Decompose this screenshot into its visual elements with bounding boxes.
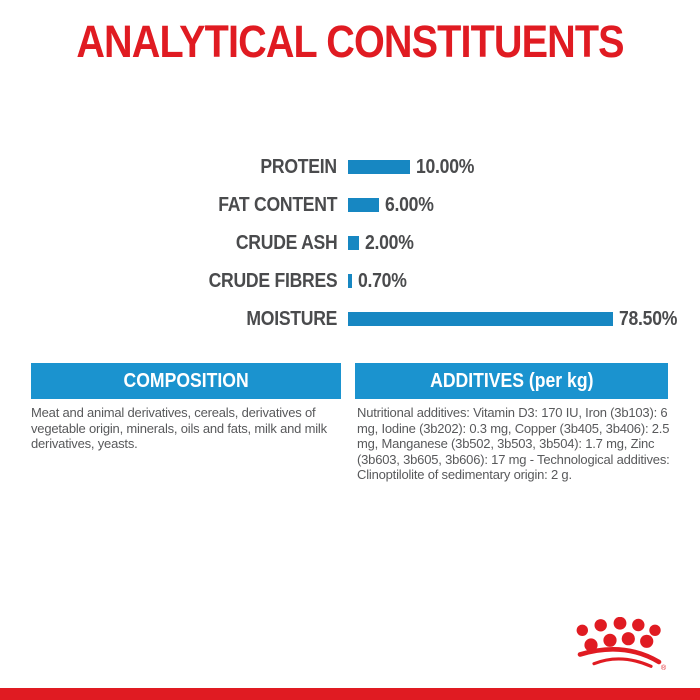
analytical-constituents-chart: PROTEIN 10.00% FAT CONTENT 6.00% CRUDE ASH 2.… [0,148,700,338]
chart-bar [348,312,613,326]
chart-bar [348,236,359,250]
composition-body-text: Meat and animal derivatives, cereals, de… [31,405,327,451]
chart-value-label: 6.00% [385,193,434,216]
chart-category-label: PROTEIN [260,155,338,178]
page-title: ANALYTICAL CONSTITUENTS [76,16,624,67]
chart-value-label: 10.00% [416,155,475,178]
chart-row: CRUDE ASH 2.00% [0,224,700,262]
additives-header: ADDITIVES (per kg) [355,363,668,399]
chart-row: FAT CONTENT 6.00% [0,186,700,224]
footer-red-bar [0,688,700,700]
chart-value-label: 2.00% [365,231,414,254]
chart-row: MOISTURE 78.50% [0,300,700,338]
crown-dots [576,617,661,652]
additives-header-label: ADDITIVES (per kg) [429,370,594,392]
title-wrap: ANALYTICAL CONSTITUENTS [0,18,700,66]
royal-canin-crown-logo: ® [576,617,667,672]
additives-body-text: Nutritional additives: Vitamin D3: 170 I… [357,405,670,482]
crown-base-arcs [577,647,662,668]
chart-value-label: 78.50% [619,307,678,330]
chart-value-label: 0.70% [358,269,407,292]
registered-trademark-symbol: ® [661,664,667,672]
chart-bar [348,274,352,288]
chart-category-label: MOISTURE [246,307,337,330]
composition-header-label: COMPOSITION [123,370,249,392]
chart-bar [348,198,379,212]
chart-row: PROTEIN 10.00% [0,148,700,186]
chart-row: CRUDE FIBRES 0.70% [0,262,700,300]
composition-header: COMPOSITION [31,363,341,399]
chart-category-label: CRUDE FIBRES [208,269,337,292]
chart-category-label: CRUDE ASH [235,231,337,254]
chart-bar [348,160,410,174]
chart-category-label: FAT CONTENT [218,193,337,216]
